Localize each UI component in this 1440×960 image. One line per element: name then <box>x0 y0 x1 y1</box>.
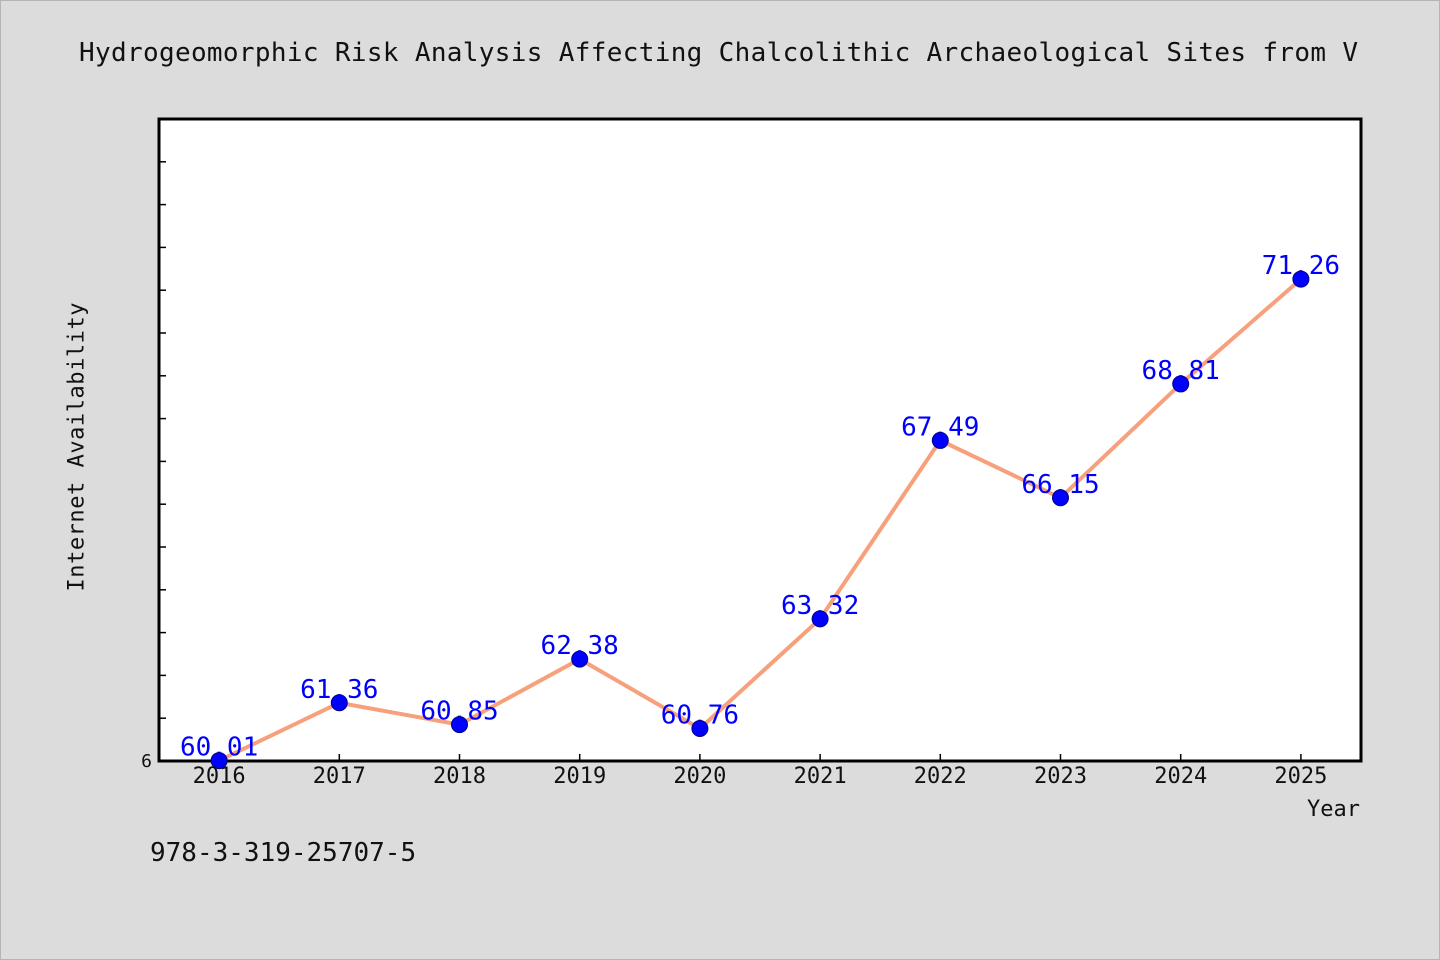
y-axis-label: Internet Availability <box>65 303 90 592</box>
plot-area <box>159 119 1361 761</box>
isbn-footnote: 978-3-319-25707-5 <box>150 838 416 868</box>
data-point <box>931 431 949 449</box>
y-tick-label: 6 <box>141 751 152 772</box>
x-tick-labels: 2016 2017 2018 2019 2020 2021 2022 2023 2024 2025 <box>193 764 1328 789</box>
x-tick-label: 2025 <box>1274 764 1327 789</box>
x-tick-label: 2024 <box>1154 764 1207 789</box>
data-point <box>1052 489 1069 507</box>
chart-title: Hydrogeomorphic Risk Analysis Affecting … <box>79 38 1358 68</box>
x-tick-label: 2019 <box>553 764 606 789</box>
x-tick-label: 2021 <box>794 764 847 789</box>
data-point <box>571 650 589 668</box>
x-tick-label: 2017 <box>313 764 366 789</box>
x-tick-label: 2020 <box>673 764 726 789</box>
data-point <box>1172 375 1190 393</box>
x-tick-label: 2022 <box>914 764 967 789</box>
data-point <box>330 694 348 712</box>
data-point <box>451 716 468 734</box>
x-tick-label: 2023 <box>1034 764 1087 789</box>
x-axis-label: Year <box>1307 797 1360 822</box>
marker-layer <box>210 270 1310 770</box>
data-point <box>1292 270 1310 288</box>
data-point <box>811 610 829 628</box>
y-tick-labels: 6 <box>141 751 152 772</box>
data-point <box>691 719 709 737</box>
x-tick-label: 2018 <box>433 764 486 789</box>
series-line-layer <box>217 277 1303 763</box>
data-point <box>210 752 228 770</box>
x-tick-label: 2016 <box>193 764 246 789</box>
series-line <box>217 277 1303 763</box>
plot-border <box>157 117 1363 763</box>
